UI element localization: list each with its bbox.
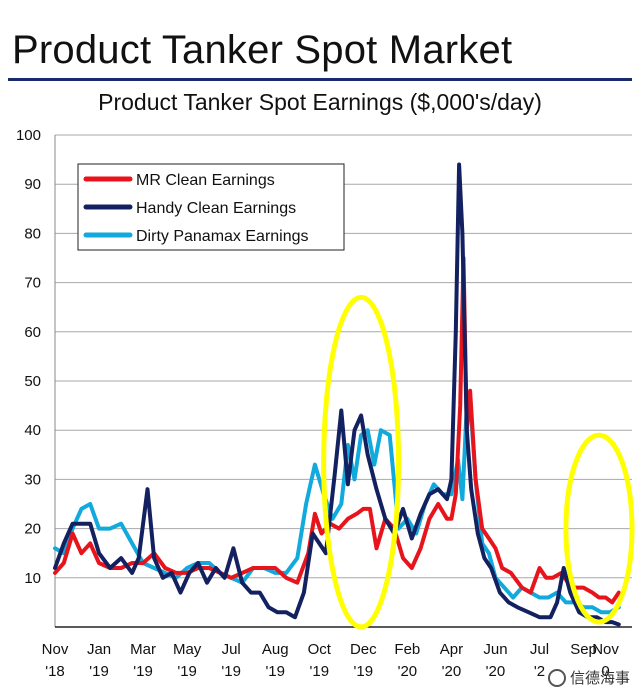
x-tick-month-8: Feb (394, 641, 420, 658)
highlight-ellipse-2 (563, 432, 635, 625)
chart-series (53, 162, 621, 627)
y-tick-label-70: 70 (24, 275, 41, 292)
x-tick-year-7: '19 (354, 663, 374, 680)
y-tick-label-100: 100 (16, 127, 41, 144)
y-tick-label-50: 50 (24, 373, 41, 390)
x-tick-year-6: '19 (309, 663, 329, 680)
x-tick-month-0: Nov (42, 641, 69, 658)
x-tick-year-2: '19 (133, 663, 153, 680)
chart-title: Product Tanker Spot Earnings ($,000's/da… (98, 89, 542, 115)
x-tick-year-1: '19 (89, 663, 109, 680)
x-tick-month-11: Jul (530, 641, 549, 658)
x-tick-month-9: Apr (440, 641, 463, 658)
y-tick-label-10: 10 (24, 570, 41, 587)
page-title: Product Tanker Spot Market (12, 28, 513, 72)
title-divider (8, 78, 632, 81)
x-tick-month-2: Mar (130, 641, 156, 658)
watermark: 信德海事 (547, 667, 630, 688)
legend-label-2: Handy Clean Earnings (136, 200, 296, 217)
wechat-logo-icon (547, 668, 566, 687)
highlight-ellipse-1 (321, 294, 402, 630)
x-tick-year-13: 0 (601, 663, 609, 680)
y-tick-labels: 10 20 30 40 50 60 70 80 90 100 (16, 127, 41, 587)
x-tick-month-4: Jul (222, 641, 241, 658)
x-tick-year-5: '19 (265, 663, 285, 680)
x-tick-month-12: Sep (570, 641, 597, 658)
x-tick-year-8: '20 (398, 663, 418, 680)
x-tick-month-7: Dec (350, 641, 377, 658)
chart-legend: MR Clean Earnings Handy Clean Earnings Dir… (77, 163, 345, 251)
y-tick-label-20: 20 (24, 521, 41, 538)
y-tick-label-60: 60 (24, 324, 41, 341)
legend-label-3: Dirty Panamax Earnings (136, 228, 309, 245)
x-tick-year-11: '2 (534, 663, 545, 680)
x-tick-month-13: Nov (592, 641, 619, 658)
chart-axes (54, 135, 632, 628)
y-tick-label-30: 30 (24, 471, 41, 488)
series-line-mr-clean-earnings (53, 256, 621, 605)
legend-label-1: MR Clean Earnings (136, 172, 275, 189)
x-tick-year-4: '19 (221, 663, 241, 680)
x-tick-month-10: Jun (483, 641, 507, 658)
chart-annotations (321, 294, 635, 630)
y-tick-label-90: 90 (24, 176, 41, 193)
y-tick-label-80: 80 (24, 225, 41, 242)
x-tick-year-9: '20 (442, 663, 462, 680)
series-line-handy-clean-earnings (53, 162, 621, 627)
x-tick-month-3: May (173, 641, 202, 658)
x-tick-year-0: '18 (45, 663, 65, 680)
x-tick-labels: Nov '18 Jan '19 Mar '19 May '19 Jul '19 Aug '19 Oct '… (42, 641, 620, 680)
y-tick-label-40: 40 (24, 422, 41, 439)
watermark-text: 信德海事 (569, 669, 630, 687)
x-tick-month-1: Jan (87, 641, 111, 658)
x-tick-month-6: Oct (308, 641, 332, 658)
x-tick-year-3: '19 (177, 663, 197, 680)
x-tick-year-10: '20 (486, 663, 506, 680)
x-tick-month-5: Aug (262, 641, 289, 658)
